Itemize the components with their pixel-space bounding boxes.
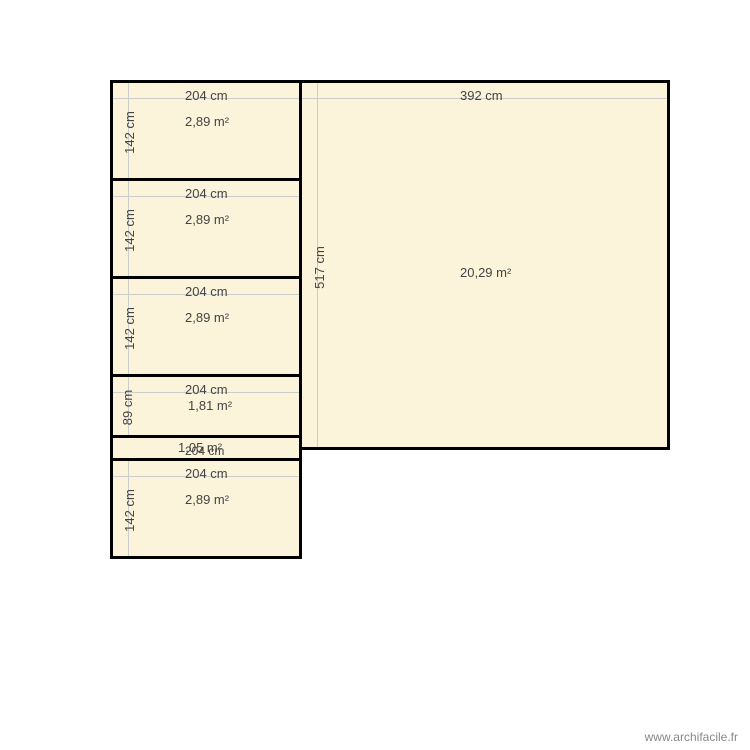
dim-width-big: 392 cm xyxy=(460,88,503,103)
area-2: 2,89 m² xyxy=(185,212,229,227)
dim-width-1: 204 cm xyxy=(185,88,228,103)
dim-height-2: 142 cm xyxy=(122,209,137,252)
dim-height-big: 517 cm xyxy=(312,246,327,289)
dim-width-4: 204 cm xyxy=(185,382,228,397)
area-1: 2,89 m² xyxy=(185,114,229,129)
dim-height-6: 142 cm xyxy=(122,489,137,532)
area-4: 1,81 m² xyxy=(188,398,232,413)
area-6: 2,89 m² xyxy=(185,492,229,507)
dim-height-4: 89 cm xyxy=(120,390,135,425)
dim-width-5: 204 cm xyxy=(185,444,224,458)
area-big: 20,29 m² xyxy=(460,265,511,280)
dim-height-3: 142 cm xyxy=(122,307,137,350)
area-3: 2,89 m² xyxy=(185,310,229,325)
watermark: www.archifacile.fr xyxy=(645,730,738,744)
dim-width-6: 204 cm xyxy=(185,466,228,481)
floorplan-canvas: 392 cm 517 cm 20,29 m² 204 cm 142 cm 2,8… xyxy=(110,80,670,700)
dim-height-1: 142 cm xyxy=(122,111,137,154)
dim-width-3: 204 cm xyxy=(185,284,228,299)
dim-width-2: 204 cm xyxy=(185,186,228,201)
